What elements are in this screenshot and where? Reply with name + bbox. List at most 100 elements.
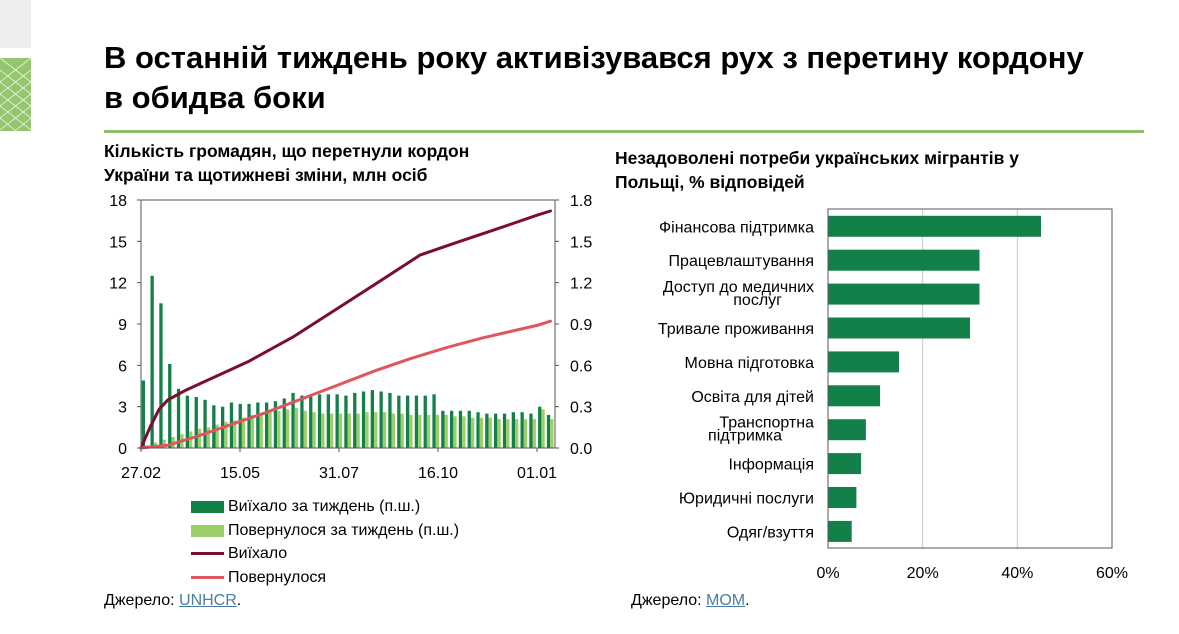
need-category-label: Доступ до медичних послуг: [663, 279, 814, 309]
legend-swatch-returned-weekly: [191, 524, 224, 537]
returned-weekly-bar: [286, 409, 290, 448]
returned-weekly-bar: [506, 419, 510, 448]
left-axis-tick-label: 0: [118, 441, 127, 458]
need-category-label: Працевлаштування: [669, 253, 814, 270]
right-source: Джерело: МОМ.: [631, 592, 750, 610]
left-weekly-bar: [141, 380, 145, 448]
left-weekly-bar: [238, 403, 242, 448]
left-weekly-bar: [546, 414, 551, 448]
right-chart-subtitle: Незадоволені потреби українських мігрант…: [615, 146, 1115, 194]
need-bar: [828, 351, 899, 373]
left-source-end: .: [236, 592, 242, 609]
returned-weekly-bar: [515, 419, 519, 448]
left-axis-tick-label: 6: [118, 358, 127, 375]
returned-weekly-bar: [259, 413, 263, 448]
right-source-label: Джерело:: [631, 592, 707, 609]
left-weekly-bar: [317, 394, 322, 448]
left-weekly-bar: [168, 364, 172, 448]
right-chart-frame: [827, 208, 1113, 549]
need-bar: [828, 283, 980, 305]
left-weekly-bar: [432, 394, 436, 448]
right-chart-subtitle-line2: Польщі, % відповідей: [615, 172, 805, 192]
left-weekly-bar: [397, 395, 401, 448]
need-bar: [828, 520, 852, 542]
returned-weekly-bar: [338, 413, 343, 448]
left-weekly-bar: [458, 410, 463, 448]
returned-weekly-bar: [233, 420, 237, 448]
x-axis-tick-label: 15.05: [220, 465, 260, 482]
need-category-label: Одяг/взуття: [727, 524, 814, 541]
x-axis-tick-label: 31.07: [319, 465, 359, 482]
legend-label-left-total: Виїхало: [228, 545, 288, 562]
right-chart-subtitle-line1: Незадоволені потреби українських мігрант…: [615, 148, 1019, 168]
left-weekly-bar: [335, 394, 339, 448]
need-bar: [828, 215, 1041, 237]
legend-item-left-weekly: Виїхало за тиждень (п.ш.): [191, 495, 459, 519]
left-weekly-bar: [344, 395, 348, 448]
returned-weekly-bar: [303, 410, 307, 448]
need-bar: [828, 249, 980, 271]
left-weekly-bar: [441, 410, 445, 448]
x-axis-tick-label: 20%: [907, 565, 939, 582]
returned-weekly-bar: [268, 412, 272, 448]
left-weekly-bar: [212, 405, 216, 448]
left-axis-tick-label: 18: [109, 193, 127, 210]
right-axis-tick-label: 0.0: [570, 441, 592, 458]
returned-weekly-bar: [224, 421, 228, 448]
returned-weekly-bar: [215, 424, 219, 448]
x-axis-tick-label: 60%: [1096, 565, 1128, 582]
returned-weekly-bar: [488, 417, 492, 448]
need-bar: [828, 385, 881, 407]
returned-total-line: [139, 319, 552, 450]
returned-weekly-bar: [497, 419, 501, 448]
returned-weekly-bar: [462, 416, 466, 448]
left-source-label: Джерело:: [104, 592, 180, 609]
left-weekly-bar: [150, 275, 154, 448]
returned-weekly-bar: [312, 412, 316, 448]
returned-weekly-bar: [550, 419, 554, 448]
need-bar: [828, 453, 862, 475]
left-weekly-bar: [379, 391, 383, 448]
left-weekly-bar: [273, 401, 278, 448]
legend-swatch-returned-total: [191, 575, 224, 579]
need-category-label: Освіта для дітей: [691, 389, 814, 406]
need-category-label: Фінансова підтримка: [659, 219, 814, 236]
right-axis-tick-label: 1.5: [570, 234, 592, 251]
right-source-link[interactable]: МОМ: [706, 592, 746, 609]
legend-swatch-left-weekly: [191, 501, 224, 513]
returned-weekly-bar: [382, 412, 387, 448]
left-chart-subtitle: Кількість громадян, що перетнули кордон …: [104, 139, 544, 187]
left-weekly-bar: [370, 390, 374, 448]
x-axis-tick-label: 27.02: [121, 465, 161, 482]
returned-weekly-bar: [532, 419, 536, 448]
left-weekly-bar: [361, 391, 366, 448]
left-weekly-bar: [309, 395, 313, 448]
legend-item-returned-total: Повернулося: [191, 566, 459, 590]
left-source-link[interactable]: UNHCR: [179, 592, 237, 609]
legend-item-returned-weekly: Повернулося за тиждень (п.ш.): [191, 519, 459, 543]
x-axis-tick-label: 40%: [1001, 565, 1033, 582]
left-total-line: [139, 209, 552, 450]
returned-weekly-bar: [330, 413, 334, 448]
left-weekly-bar: [265, 402, 269, 448]
left-axis-tick-label: 15: [109, 234, 127, 251]
right-source-end: .: [745, 592, 750, 609]
left-weekly-bar: [538, 406, 542, 448]
left-weekly-bar: [467, 410, 471, 448]
left-chart-legend: Виїхало за тиждень (п.ш.) Повернулося за…: [191, 495, 459, 589]
left-chart-subtitle-line2: України та щотижневі зміни, млн осіб: [104, 165, 428, 185]
left-weekly-bar: [203, 399, 207, 448]
returned-weekly-bar: [356, 413, 360, 448]
title-divider: [104, 130, 1144, 133]
returned-weekly-bar: [365, 412, 369, 448]
left-weekly-bar: [450, 410, 454, 448]
left-weekly-bar: [185, 395, 189, 448]
returned-weekly-bar: [444, 414, 448, 448]
left-weekly-bar: [247, 403, 251, 448]
need-category-label: Мовна підготовка: [685, 355, 815, 372]
returned-weekly-bar: [426, 414, 431, 448]
left-axis-tick-label: 9: [118, 317, 127, 334]
returned-weekly-bar: [453, 416, 457, 448]
legend-item-left-total: Виїхало: [191, 542, 459, 566]
